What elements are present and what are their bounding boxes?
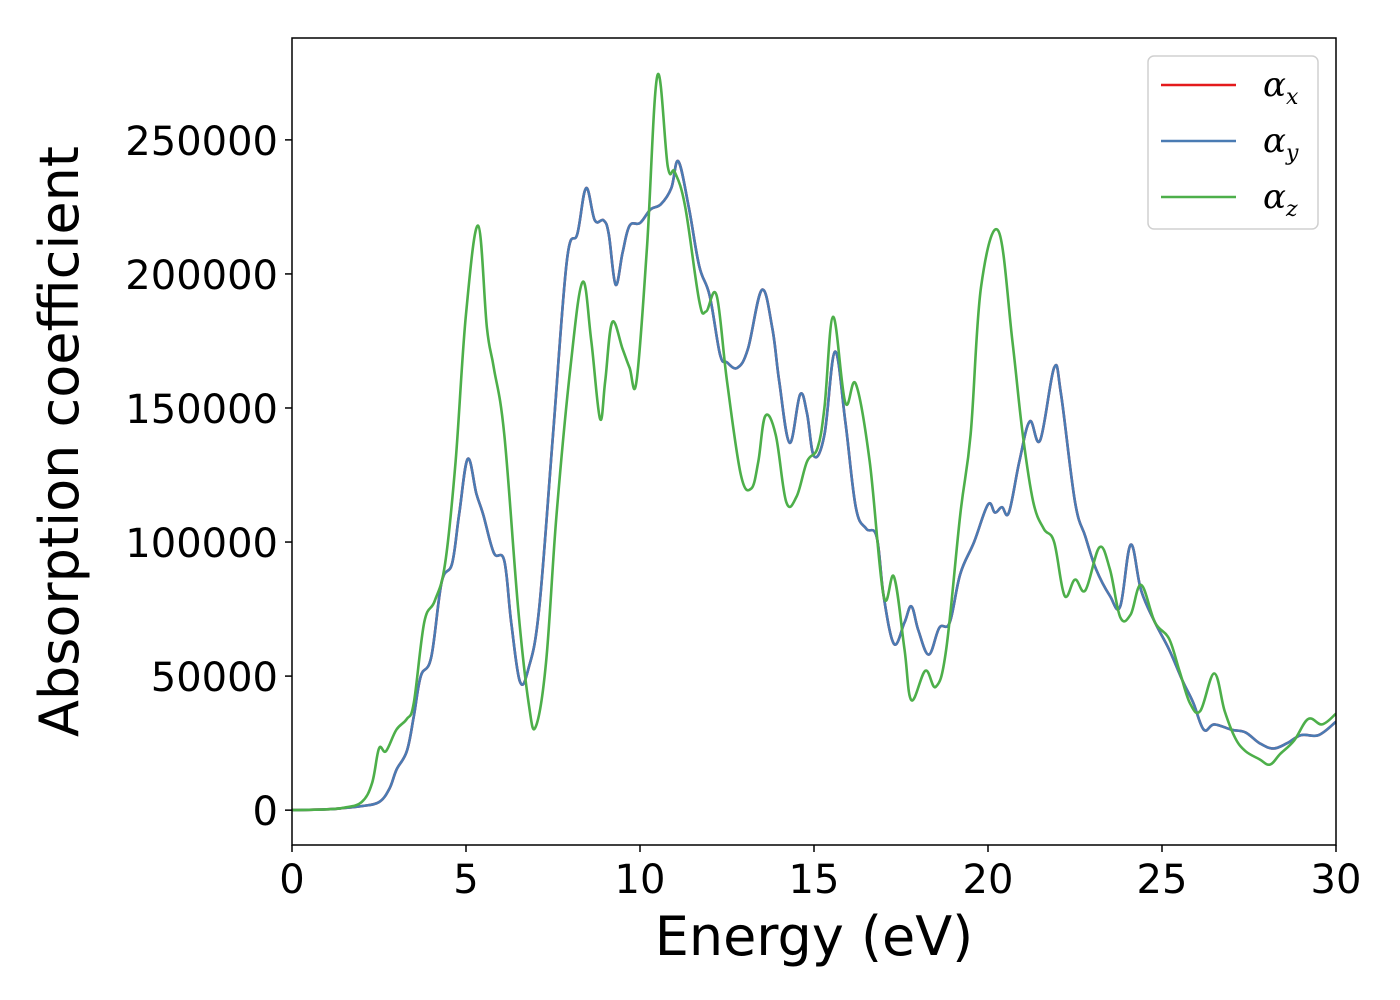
legend-label-z: αz xyxy=(1263,177,1298,222)
legend-label-y: αy xyxy=(1263,121,1299,166)
series-line-y xyxy=(292,159,1336,812)
series-layer xyxy=(292,72,1336,812)
legend: αx αy αz xyxy=(1147,55,1319,230)
x-axis: 0 5 10 15 20 25 30 xyxy=(279,845,1361,903)
y-tick-label: 150000 xyxy=(125,387,278,433)
x-axis-title: Energy (eV) xyxy=(655,905,974,968)
y-axis-title: Absorption coefficient xyxy=(28,146,91,737)
y-tick-label: 50000 xyxy=(151,655,278,701)
y-tick-label: 200000 xyxy=(125,253,278,299)
x-tick-label: 25 xyxy=(1137,857,1188,903)
x-tick-label: 20 xyxy=(963,857,1014,903)
x-tick-label: 5 xyxy=(453,857,478,903)
x-tick-label: 0 xyxy=(279,857,304,903)
x-tick-label: 15 xyxy=(789,857,840,903)
series-line-z xyxy=(292,72,1336,812)
x-tick-label: 30 xyxy=(1311,857,1362,903)
y-tick-label: 100000 xyxy=(125,521,278,567)
legend-box xyxy=(1147,55,1319,230)
x-tick-label: 10 xyxy=(615,857,666,903)
y-tick-label: 250000 xyxy=(125,119,278,165)
legend-label-x: αx xyxy=(1263,65,1299,110)
series-line-x xyxy=(292,159,1336,812)
y-tick-label: 0 xyxy=(253,789,278,835)
y-axis: 0 50000 100000 150000 200000 250000 xyxy=(125,119,292,835)
